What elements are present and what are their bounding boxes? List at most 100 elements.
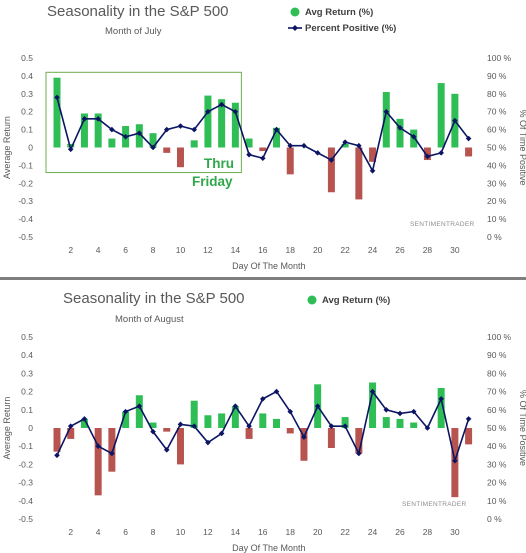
x-tick-label: 28: [423, 527, 433, 537]
y-right-tick-label: 90 %: [487, 71, 507, 81]
august-chart: Seasonality in the S&P 500 Month of Augus…: [2, 290, 526, 553]
chart-title: Seasonality in the S&P 500: [63, 290, 245, 307]
percent-positive-point: [136, 130, 143, 136]
legend-line-label: Percent Positive (%): [305, 23, 396, 34]
x-tick-label: 26: [395, 245, 405, 255]
y-tick-label: -0.1: [18, 441, 33, 451]
percent-positive-point: [410, 408, 417, 415]
return-bar: [231, 102, 239, 148]
return-bar: [369, 147, 377, 162]
return-bar: [300, 428, 308, 461]
july-chart: Seasonality in the S&P 500 Month of July 0…: [2, 3, 526, 271]
y-right-tick-label: 0 %: [487, 514, 502, 524]
y-axis-label: Average Return: [2, 116, 12, 179]
return-bar: [327, 428, 335, 449]
y-tick-label: 0.5: [21, 53, 33, 63]
y-right-tick-label: 30 %: [487, 459, 507, 469]
x-tick-label: 2: [68, 527, 73, 537]
percent-positive-point: [205, 439, 211, 446]
y-tick-label: -0.2: [18, 178, 33, 188]
return-bar: [382, 417, 390, 428]
percent-positive-point: [67, 423, 74, 429]
x-tick-label: 12: [203, 245, 213, 255]
percent-positive-point: [54, 94, 60, 101]
x-tick-label: 24: [368, 245, 378, 255]
percent-positive-point: [397, 125, 403, 131]
return-bar: [382, 92, 390, 148]
y-tick-label: 0.4: [21, 350, 33, 360]
x-tick-label: 4: [96, 527, 101, 537]
percent-positive-point: [150, 144, 156, 151]
return-bar: [231, 406, 239, 428]
y-tick-label: 0.1: [21, 405, 33, 415]
chart-subtitle: Month of August: [115, 314, 184, 325]
return-bar: [341, 417, 349, 428]
chart-subtitle: Month of July: [105, 26, 162, 37]
percent-positive-point: [328, 157, 335, 163]
percent-positive-point: [383, 108, 390, 115]
y-right-tick-label: 0 %: [487, 232, 502, 242]
x-tick-label: 12: [203, 527, 213, 537]
return-bar: [108, 138, 116, 148]
percent-positive-point: [356, 450, 362, 457]
return-bar: [273, 418, 281, 428]
y-tick-label: 0.1: [21, 125, 33, 135]
y-right-tick-label: 10 %: [487, 214, 507, 224]
return-bar: [94, 113, 102, 148]
percent-positive-point: [260, 396, 266, 402]
return-bar: [204, 415, 212, 428]
return-bar: [273, 127, 281, 148]
y-right-axis-label: % Of Time Positive: [518, 390, 526, 466]
return-bar: [80, 113, 88, 148]
percent-positive-point: [342, 423, 348, 429]
y-tick-label: -0.4: [18, 496, 33, 506]
y-tick-label: -0.3: [18, 196, 33, 206]
percent-positive-point: [81, 416, 88, 422]
legend-line-diamond: [292, 25, 298, 31]
watermark-text: SENTIMENTRADER: [410, 221, 475, 228]
percent-positive-point: [109, 450, 115, 457]
y-right-tick-label: 50 %: [487, 143, 507, 153]
x-tick-label: 28: [423, 245, 433, 255]
return-bar: [465, 147, 473, 157]
percent-positive-point: [95, 443, 101, 449]
y-tick-label: -0.4: [18, 214, 33, 224]
return-bar: [67, 428, 75, 439]
percent-positive-point: [150, 428, 156, 435]
x-axis-label: Day Of The Month: [232, 543, 305, 553]
y-tick-label: 0.5: [21, 332, 33, 342]
return-bar: [149, 133, 157, 148]
august-chart-panel: Seasonality in the S&P 500 Month of Augus…: [0, 282, 526, 553]
return-bar: [245, 428, 253, 439]
return-bar: [465, 428, 473, 445]
y-tick-label: -0.2: [18, 459, 33, 469]
x-tick-label: 10: [176, 527, 186, 537]
return-bar: [437, 83, 445, 148]
y-right-tick-label: 50 %: [487, 423, 507, 433]
legend-bar-marker: [290, 7, 300, 17]
x-tick-label: 30: [450, 527, 460, 537]
percent-positive-point: [54, 452, 60, 459]
return-bar: [190, 400, 198, 428]
x-tick-label: 26: [395, 527, 405, 537]
return-bar: [67, 143, 75, 148]
x-tick-label: 30: [450, 245, 460, 255]
return-bar: [204, 95, 212, 148]
y-right-tick-label: 90 %: [487, 350, 507, 360]
highlight-box: [45, 71, 242, 174]
percent-positive-point: [67, 146, 74, 153]
y-right-tick-label: 70 %: [487, 107, 507, 117]
percent-positive-point: [287, 408, 294, 415]
percent-positive-point: [177, 421, 184, 428]
percent-positive-point: [342, 139, 348, 145]
return-bar: [94, 428, 102, 496]
percent-positive-point: [218, 430, 225, 437]
y-tick-label: 0: [28, 143, 33, 153]
percent-positive-point: [122, 133, 129, 140]
x-tick-label: 20: [313, 245, 323, 255]
return-bar: [396, 118, 404, 148]
percent-positive-point: [95, 116, 101, 122]
x-axis-label: Day Of The Month: [232, 261, 305, 271]
y-right-tick-label: 20 %: [487, 196, 507, 206]
percent-positive-point: [246, 151, 252, 158]
